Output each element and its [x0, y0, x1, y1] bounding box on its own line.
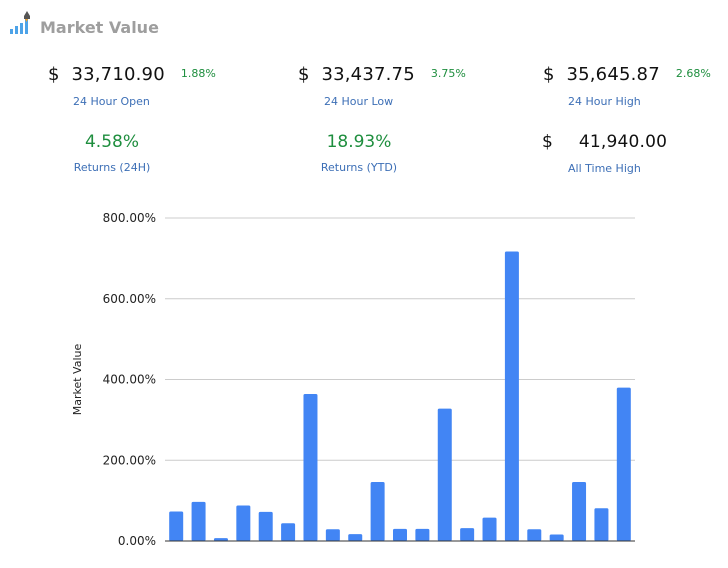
stat-label: 24 Hour Open — [73, 95, 150, 108]
bar — [236, 505, 251, 541]
bar — [281, 523, 296, 541]
bar — [258, 511, 273, 541]
stat-value: 33,437.75 — [321, 64, 415, 85]
bar — [169, 511, 184, 541]
currency-symbol: $ — [542, 132, 553, 152]
stat-24h-high: $ 35,645.87 2.68% 24 Hour High — [543, 64, 711, 108]
stat-value: 4.58% — [84, 132, 139, 152]
stat-value: 18.93% — [326, 132, 392, 152]
stat-returns-ytd: 18.93% Returns (YTD) — [316, 132, 402, 174]
stat-24h-open: $ 33,710.90 1.88% 24 Hour Open — [48, 64, 216, 108]
currency-symbol: $ — [48, 64, 60, 85]
y-tick-label: 600.00% — [103, 292, 156, 306]
y-axis-label: Market Value — [71, 344, 84, 416]
bar — [482, 517, 497, 541]
y-tick-label: 400.00% — [103, 373, 156, 387]
bar — [594, 508, 609, 541]
stat-label: 24 Hour High — [568, 95, 641, 108]
chart-rocket-icon — [10, 11, 30, 34]
bar — [415, 528, 430, 541]
stat-label: 24 Hour Low — [324, 95, 394, 108]
bar — [572, 482, 587, 541]
currency-symbol: $ — [543, 64, 555, 85]
y-tick-label: 0.00% — [118, 534, 156, 548]
bar — [527, 529, 542, 541]
stat-24h-low: $ 33,437.75 3.75% 24 Hour Low — [298, 64, 466, 108]
y-tick-label: 800.00% — [103, 211, 156, 225]
bar — [437, 408, 452, 541]
stat-returns-24h: 4.58% Returns (24H) — [73, 132, 151, 174]
bar — [303, 394, 318, 541]
bar — [504, 251, 519, 542]
bar — [213, 538, 228, 541]
stat-change: 1.88% — [180, 67, 216, 80]
page-title: Market Value — [40, 17, 159, 37]
header: Market Value — [8, 6, 159, 40]
bar — [393, 528, 407, 541]
bar — [325, 529, 340, 541]
y-tick-label: 200.00% — [103, 453, 156, 467]
stat-all-time-high: $ 41,940.00 All Time High — [542, 132, 667, 175]
stat-label: Returns (24H) — [73, 161, 151, 174]
currency-symbol: $ — [298, 64, 310, 85]
bar — [616, 387, 631, 541]
bar — [460, 528, 475, 541]
bar — [370, 482, 385, 541]
stat-change: 2.68% — [675, 67, 711, 80]
stat-value: 33,710.90 — [71, 64, 165, 85]
stat-label: Returns (YTD) — [320, 161, 398, 174]
stat-label: All Time High — [568, 162, 641, 175]
stat-value: 41,940.00 — [578, 132, 668, 152]
stat-change: 3.75% — [430, 67, 466, 80]
bar-chart: 0.00% 200.00% 400.00% 600.00% 800.00% Market … — [71, 211, 635, 548]
bar — [348, 534, 363, 541]
bar — [191, 501, 206, 541]
bar — [549, 534, 564, 541]
stat-value: 35,645.87 — [566, 64, 660, 85]
